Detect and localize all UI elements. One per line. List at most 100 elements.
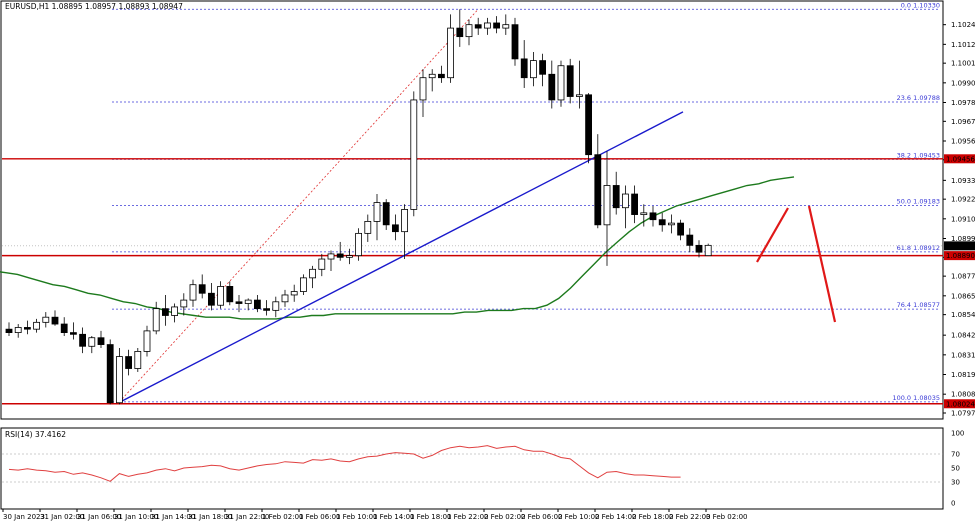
bearish-candle bbox=[70, 332, 77, 335]
bearish-candle bbox=[612, 185, 620, 209]
candles bbox=[5, 9, 712, 405]
bullish-candle bbox=[447, 27, 455, 79]
current-tag-bg bbox=[944, 241, 975, 251]
fibonacci-anchor-line bbox=[119, 9, 479, 403]
bullish-candle bbox=[428, 73, 436, 79]
support_lower-tag-bg bbox=[944, 399, 975, 409]
bullish-candle bbox=[88, 337, 96, 347]
bullish-candle bbox=[373, 202, 381, 222]
price-tick-label: 1.08310 bbox=[951, 351, 975, 359]
price-tick-label: 1.10240 bbox=[951, 21, 975, 29]
bullish-candle bbox=[143, 330, 151, 352]
price-tick-label: 1.09330 bbox=[951, 177, 975, 185]
time-tick-label: 1 Feb 14:00 bbox=[373, 513, 414, 521]
price-tick-label: 1.08545 bbox=[951, 311, 975, 319]
bullish-candle bbox=[603, 185, 611, 226]
bearish-candle bbox=[161, 308, 169, 316]
bearish-candle bbox=[235, 301, 243, 304]
time-tick-label: 2 Feb 18:00 bbox=[632, 513, 673, 521]
bullish-candle bbox=[42, 316, 50, 323]
bearish-candle bbox=[520, 58, 528, 79]
projection-down-segment bbox=[807, 205, 837, 323]
price-tick-label: 1.10015 bbox=[951, 60, 975, 68]
rsi-line bbox=[8, 445, 681, 482]
rsi-tick-label: 30 bbox=[951, 479, 960, 487]
bearish-candle bbox=[382, 202, 390, 226]
time-tick-label: 30 Jan 2023 bbox=[3, 513, 45, 521]
main-panel-frame bbox=[0, 0, 944, 420]
time-tick-label: 2 Feb 10:00 bbox=[558, 513, 599, 521]
bearish-candle bbox=[198, 284, 206, 294]
bearish-candle bbox=[253, 299, 261, 310]
time-tick-label: 31 Jan 14:00 bbox=[151, 513, 195, 521]
bullish-candle bbox=[189, 284, 197, 301]
fibonacci-label: 61.8 1.08912 bbox=[897, 244, 940, 252]
fibonacci-label: 23.6 1.09788 bbox=[897, 94, 940, 102]
price-tick-label: 1.09900 bbox=[951, 79, 975, 87]
bearish-candle bbox=[23, 327, 31, 330]
support_lower-tag-label: 1.08024 bbox=[946, 400, 975, 408]
bearish-candle bbox=[391, 224, 399, 233]
uptrend-line bbox=[121, 111, 684, 402]
bullish-candle bbox=[483, 22, 491, 29]
bullish-candle bbox=[704, 244, 712, 257]
fibonacci-label: 0.0 1.10330 bbox=[901, 1, 940, 9]
bullish-candle bbox=[33, 321, 40, 330]
bullish-candle bbox=[116, 356, 123, 404]
fibonacci-label: 76.4 1.08577 bbox=[897, 301, 940, 309]
bearish-candle bbox=[649, 212, 657, 221]
price-tick-label: 1.08990 bbox=[951, 235, 975, 243]
time-tick-label: 2 Feb 14:00 bbox=[595, 513, 636, 521]
bearish-candle bbox=[60, 323, 68, 333]
bearish-candle bbox=[207, 292, 215, 306]
fibonacci-label: 100.0 1.08035 bbox=[892, 394, 940, 402]
support_upper-tag-bg bbox=[944, 251, 975, 261]
bullish-candle bbox=[364, 221, 372, 234]
bullish-candle bbox=[14, 327, 22, 333]
price-axis: 1.10240 1.10125 1.10015 1.09900 1.09785 1.096… bbox=[943, 21, 975, 418]
rsi-tick-label: 0 bbox=[951, 500, 955, 508]
symbol-header: EURUSD,H1 1.08895 1.08957 1.08893 1.0894… bbox=[5, 2, 183, 11]
time-tick-label: 3 Feb 02:00 bbox=[706, 513, 747, 521]
bullish-candle bbox=[134, 351, 142, 369]
bullish-candle bbox=[327, 253, 335, 260]
bearish-candle bbox=[594, 154, 602, 226]
bearish-candle bbox=[456, 27, 464, 38]
bullish-candle bbox=[668, 222, 675, 226]
fibonacci-label: 50.0 1.09183 bbox=[897, 197, 940, 205]
price-tick-label: 1.09785 bbox=[951, 99, 975, 107]
bearish-candle bbox=[79, 333, 86, 347]
projection-up-segment bbox=[756, 207, 789, 263]
bullish-candle bbox=[622, 193, 629, 209]
bearish-candle bbox=[336, 253, 344, 258]
moving-average-line bbox=[0, 176, 795, 320]
price-tick-label: 1.08655 bbox=[951, 292, 975, 300]
rsi-tick-label: 100 bbox=[951, 430, 964, 438]
bullish-candle bbox=[290, 291, 298, 296]
support_upper-tag-label: 1.08890 bbox=[946, 252, 975, 260]
bearish-candle bbox=[474, 24, 482, 29]
moving-average bbox=[0, 176, 795, 320]
time-tick-label: 1 Feb 02:00 bbox=[262, 513, 303, 521]
projection-arrow bbox=[756, 205, 837, 323]
price-tick-label: 1.09105 bbox=[951, 215, 975, 223]
rsi-indicator: 100 70 50 30 0 bbox=[2, 430, 964, 508]
bearish-candle bbox=[511, 24, 519, 60]
time-tick-label: 2 Feb 06:00 bbox=[521, 513, 562, 521]
price-tick-label: 1.09220 bbox=[951, 196, 975, 204]
price-tick-label: 1.08770 bbox=[951, 273, 975, 281]
time-tick-label: 1 Feb 22:00 bbox=[447, 513, 488, 521]
bullish-candle bbox=[557, 65, 565, 101]
price-tick-label: 1.10125 bbox=[951, 41, 975, 49]
price-tick-label: 1.08080 bbox=[951, 391, 975, 399]
bearish-candle bbox=[51, 316, 59, 325]
bullish-candle bbox=[401, 209, 409, 233]
bullish-candle bbox=[502, 24, 510, 29]
bearish-candle bbox=[548, 73, 556, 101]
bullish-candle bbox=[345, 255, 353, 258]
bearish-candle bbox=[263, 308, 271, 311]
bearish-candle bbox=[658, 219, 666, 226]
time-tick-label: 31 Jan 18:00 bbox=[188, 513, 232, 521]
